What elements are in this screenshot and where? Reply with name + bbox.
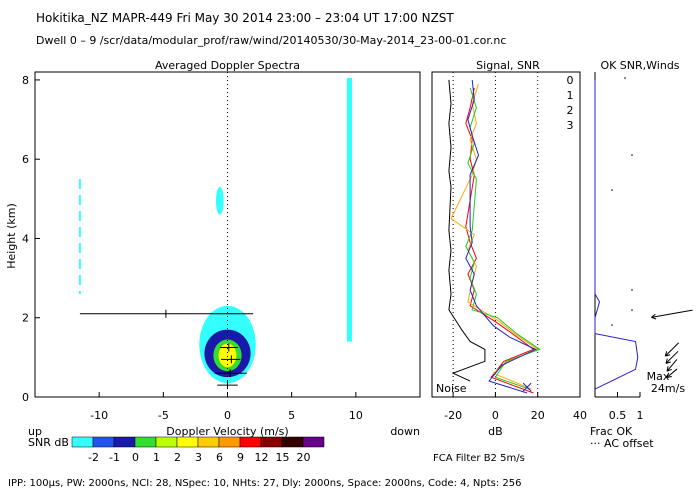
wind-arrow [651, 309, 693, 318]
snr-series-3 [465, 79, 537, 394]
winds-dot [611, 189, 613, 191]
colorbar-tick-label: 12 [255, 451, 269, 464]
winds-dot [611, 324, 613, 326]
colorbar-label: SNR dB [28, 436, 69, 449]
winds-x-tick-label: 1 [637, 409, 644, 422]
colorbar-tick-label: 2 [174, 451, 181, 464]
snr-legend-1: 1 [567, 89, 574, 102]
colorbar-tick-label: -1 [109, 451, 120, 464]
colorbar-tick-label: 1 [153, 451, 160, 464]
colorbar-tick-label: 15 [276, 451, 290, 464]
footer-params: IPP: 100µs, PW: 2000ns, NCI: 28, NSpec: … [8, 478, 522, 489]
colorbar-tick-label: 9 [237, 451, 244, 464]
colorbar-swatch [281, 436, 304, 448]
y-tick-label: 8 [22, 74, 29, 87]
colorbar-swatch [218, 436, 241, 448]
spectra-region-ground-clutter-core [218, 343, 237, 368]
winds-max-label: Max [647, 370, 670, 383]
wind-arrow [665, 350, 679, 364]
colorbar-swatch [92, 436, 115, 448]
x-right-label: down [390, 425, 420, 438]
snr-x-tick-label: 0 [492, 409, 499, 422]
wind-arrowhead [664, 351, 671, 357]
snr-series-2 [465, 87, 541, 390]
winds-x-tick-label: 0.5 [609, 409, 627, 422]
snr-legend-3: 3 [567, 119, 574, 132]
winds-dot [631, 309, 633, 311]
y-axis-label: Height (km) [5, 203, 18, 269]
header-title: Hokitika_NZ MAPR-449 Fri May 30 2014 23:… [36, 11, 454, 25]
snr-x-marker [522, 382, 532, 392]
wind-arrowhead [666, 366, 672, 372]
x-tick-label: -5 [158, 409, 169, 422]
colorbar-swatch [155, 436, 178, 448]
colorbar-swatch [134, 436, 157, 448]
x-tick-label: -10 [90, 409, 108, 422]
colorbar-swatch [71, 436, 94, 448]
snr-x-label: dB [488, 425, 503, 438]
colorbar-tick-label: 6 [216, 451, 223, 464]
colorbar-swatch [197, 436, 220, 448]
snr-legend-0: 0 [567, 74, 574, 87]
winds-dot [624, 77, 626, 79]
colorbar-swatch [239, 436, 262, 448]
colorbar-swatch [260, 436, 283, 448]
wind-arrow [664, 342, 680, 357]
snr-axes-frame [431, 71, 581, 398]
winds-legend-note: ··· AC offset [590, 437, 654, 450]
snr-annotation-noise: Noise [436, 382, 467, 395]
winds-x-label: Frac OK [590, 425, 633, 438]
spectra-title: Averaged Doppler Spectra [155, 59, 300, 72]
y-tick-label: 2 [22, 312, 29, 325]
snr-title: Signal, SNR [476, 59, 540, 72]
snr-legend-2: 2 [567, 104, 574, 117]
colorbar-swatch [113, 436, 136, 448]
winds-title: OK SNR,Winds [600, 59, 679, 72]
x-tick-label: 10 [349, 409, 363, 422]
winds-dot [631, 289, 633, 291]
snr-x-tick-label: -20 [444, 409, 462, 422]
snr-x-tick-label: 20 [531, 409, 545, 422]
x-tick-label: 0 [224, 409, 231, 422]
wind-arrowhead [651, 313, 657, 320]
snr-x-tick-label: 40 [573, 409, 587, 422]
wind-arrow [666, 359, 678, 372]
colorbar-swatch [302, 436, 325, 448]
colorbar-tick-label: 3 [195, 451, 202, 464]
snr-series-noise [448, 79, 486, 382]
winds-dot [631, 154, 633, 156]
footer-fca: FCA Filter B2 5m/s [433, 453, 525, 464]
snr-series-0 [465, 87, 535, 394]
winds-max-value: 24m/s [651, 382, 685, 395]
x-tick-label: 5 [288, 409, 295, 422]
frac-ok-line [594, 79, 639, 390]
spectra-region-cyan-blob-5km [215, 186, 224, 215]
colorbar-tick-label: 0 [132, 451, 139, 464]
x-left-label: up [28, 425, 42, 438]
colorbar-tick-label: -2 [88, 451, 99, 464]
spectra-region-cyan-streak-9.5 [346, 77, 352, 342]
y-tick-label: 0 [22, 391, 29, 404]
y-tick-label: 6 [22, 153, 29, 166]
y-tick-label: 4 [22, 232, 29, 245]
header-dwell: Dwell 0 – 9 /scr/data/modular_prof/raw/w… [36, 34, 507, 47]
wind-arrow [666, 368, 678, 378]
colorbar-swatch [176, 436, 199, 448]
wind-arrowhead [665, 358, 671, 364]
wind-arrowhead [666, 372, 672, 378]
x-axis-label: Doppler Velocity (m/s) [166, 425, 288, 438]
colorbar-tick-label: 20 [297, 451, 311, 464]
